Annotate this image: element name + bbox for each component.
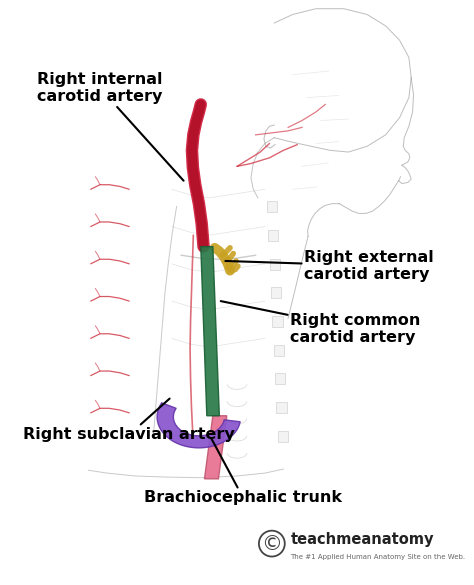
Bar [271,287,281,298]
Text: Right internal
carotid artery: Right internal carotid artery [37,72,183,181]
Bar [276,402,287,413]
Bar [278,431,288,442]
Polygon shape [157,403,240,448]
Text: ©: © [261,534,283,553]
Bar [275,373,285,384]
Polygon shape [204,416,227,479]
Text: teachmeanatomy: teachmeanatomy [291,532,434,546]
Bar [272,316,283,327]
Text: Right common
carotid artery: Right common carotid artery [221,301,421,345]
Bar [267,201,277,212]
Bar [268,230,278,241]
Text: The #1 Applied Human Anatomy Site on the Web.: The #1 Applied Human Anatomy Site on the… [291,555,465,560]
Bar [270,259,280,270]
Bar [273,345,284,356]
Text: Right external
carotid artery: Right external carotid artery [226,250,434,282]
Text: Brachiocephalic trunk: Brachiocephalic trunk [144,439,342,505]
Polygon shape [201,247,219,416]
Text: Right subclavian artery: Right subclavian artery [23,398,235,442]
